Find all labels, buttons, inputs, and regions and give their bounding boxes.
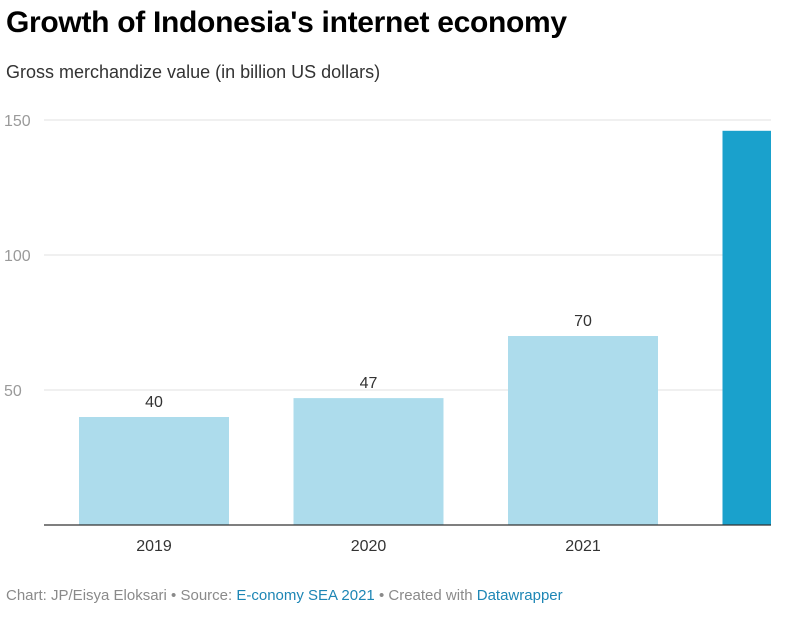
- chart-subtitle: Gross merchandize value (in billion US d…: [6, 62, 381, 82]
- bar-2019: [79, 417, 229, 525]
- y-tick-label-100: 100: [4, 248, 31, 265]
- bar-2021: [508, 336, 658, 525]
- labels: 40 2019 47 2020 70 2021: [44, 313, 771, 555]
- bars: [79, 130, 771, 526]
- footer-separator: •: [166, 587, 181, 604]
- y-tick-label-50: 50: [4, 383, 22, 400]
- bar-2020: [293, 398, 444, 525]
- chart-title: Growth of Indonesia's internet economy: [6, 6, 567, 39]
- source-prefix: Source:: [180, 587, 237, 604]
- footer-separator-2: •: [374, 587, 389, 604]
- datawrapper-link[interactable]: Datawrapper: [476, 587, 563, 604]
- y-tick-label-150: 150: [4, 113, 31, 130]
- bar-highlight: [722, 130, 771, 526]
- source-link[interactable]: E-conomy SEA 2021: [236, 587, 375, 604]
- chart-footer: Chart: JP/Eisya Eloksari • Source: E-con…: [6, 587, 563, 604]
- value-label-2021: 70: [574, 313, 592, 330]
- x-tick-label-2019: 2019: [136, 538, 172, 555]
- created-prefix: Created with: [388, 587, 477, 604]
- chart-credit: Chart: JP/Eisya Eloksari: [6, 587, 167, 604]
- value-label-2020: 47: [360, 375, 378, 392]
- x-tick-label-2021: 2021: [565, 538, 601, 555]
- value-label-2019: 40: [145, 394, 163, 411]
- x-tick-label-2020: 2020: [351, 538, 387, 555]
- bar-chart: 50 100 150 40 2019 47 2020 70 2021: [4, 113, 771, 555]
